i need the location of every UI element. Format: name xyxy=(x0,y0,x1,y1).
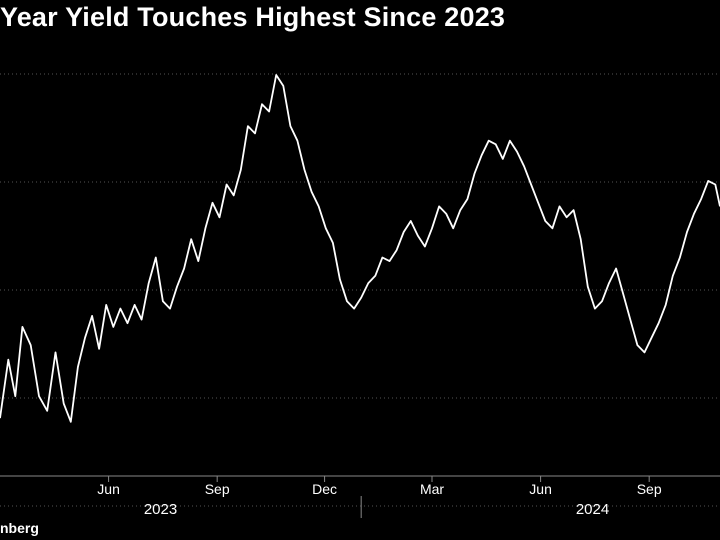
x-tick-label: Sep xyxy=(205,481,230,497)
x-tick-label: Sep xyxy=(637,481,662,497)
gridlines xyxy=(0,73,720,507)
x-tick-label: Jun xyxy=(97,481,120,497)
source-label: nberg xyxy=(0,520,39,536)
chart-title: Year Yield Touches Highest Since 2023 xyxy=(0,2,506,32)
series-group xyxy=(0,74,720,423)
x-year-label: 2024 xyxy=(576,501,609,518)
x-tick-label: Jun xyxy=(529,481,552,497)
x-axis: Jun Sep Dec Mar Jun Sep 2023 2024 xyxy=(0,475,720,518)
x-year-label: 2023 xyxy=(144,501,177,518)
x-tick-label: Mar xyxy=(420,481,444,497)
x-tick-label: Dec xyxy=(312,481,337,497)
yield-line xyxy=(0,74,720,423)
